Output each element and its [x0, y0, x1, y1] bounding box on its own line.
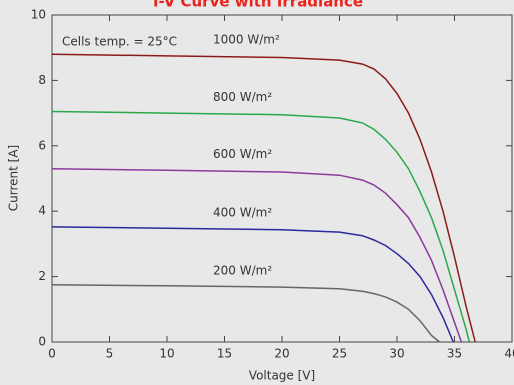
series-line [51, 53, 476, 343]
series-line [51, 284, 441, 343]
x-tick-label: 0 [48, 347, 56, 361]
y-tick-label: 10 [31, 8, 46, 22]
x-tick-label: 25 [332, 347, 347, 361]
series-line [51, 226, 454, 343]
series-line [51, 110, 471, 343]
x-axis-label: Voltage [V] [249, 369, 315, 383]
series-label: 200 W/m² [213, 263, 272, 277]
x-tick-label: 10 [159, 347, 174, 361]
chart-title: I-V Curve with Irradiance [153, 0, 363, 11]
annotation: Cells temp. = 25°C [62, 35, 177, 49]
x-tick-label: 40 [504, 347, 514, 361]
y-axis-label: Current [A] [7, 145, 21, 211]
x-tick-label: 15 [217, 347, 232, 361]
x-tick-label: 5 [106, 347, 114, 361]
series-label: 800 W/m² [213, 90, 272, 104]
y-tick-label: 0 [38, 335, 46, 349]
series-label: 1000 W/m² [213, 33, 280, 47]
y-tick-label: 4 [38, 204, 46, 218]
plot-frame [51, 14, 513, 343]
y-tick-label: 8 [38, 73, 46, 87]
series-label: 600 W/m² [213, 147, 272, 161]
series-label: 400 W/m² [213, 205, 272, 219]
x-tick-label: 20 [274, 347, 289, 361]
y-tick-label: 2 [38, 269, 46, 283]
series-line [51, 167, 463, 343]
x-tick-label: 30 [389, 347, 404, 361]
x-tick-label: 35 [447, 347, 462, 361]
y-tick-label: 6 [38, 138, 46, 152]
